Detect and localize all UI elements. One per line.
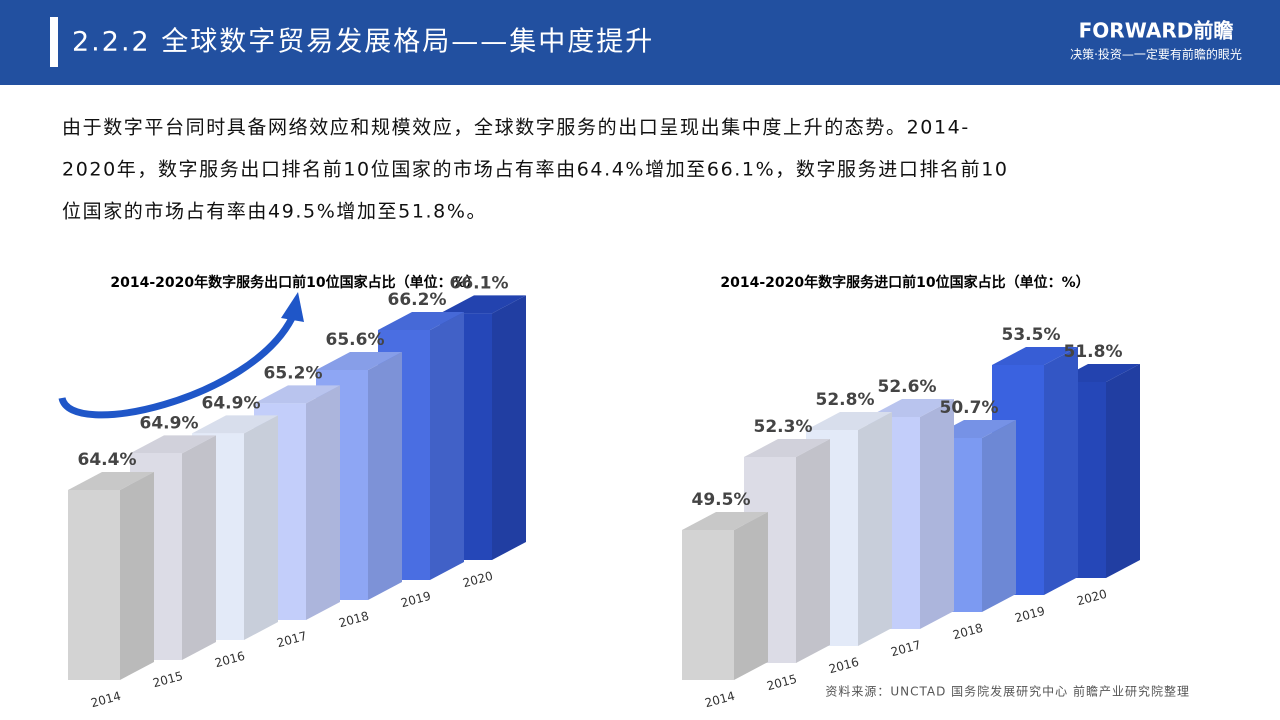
bar-side bbox=[368, 352, 402, 600]
bar bbox=[130, 435, 216, 660]
charts: 64.4% 2014 64.9% 2015 64.9% 2016 65.2% 2017 65.6… bbox=[68, 273, 1140, 710]
value-label: 52.3% bbox=[754, 417, 813, 437]
x-tick-label: 2018 bbox=[337, 609, 370, 630]
bar-side bbox=[120, 472, 154, 680]
bar-side bbox=[492, 295, 526, 560]
x-tick-label: 2016 bbox=[827, 655, 860, 676]
bar-side bbox=[858, 412, 892, 646]
value-label: 64.9% bbox=[140, 413, 199, 433]
bar bbox=[440, 295, 526, 560]
bar-side bbox=[244, 415, 278, 640]
chart-title: 2014-2020年数字服务进口前10位国家占比（单位：%） bbox=[720, 274, 1089, 291]
value-label: 52.6% bbox=[878, 377, 937, 397]
bar-top bbox=[682, 512, 768, 530]
body-line: 由于数字平台同时具备网络效应和规模效应，全球数字服务的出口呈现出集中度上升的态势… bbox=[62, 117, 970, 139]
x-tick-label: 2017 bbox=[889, 638, 922, 659]
bar-side bbox=[982, 420, 1016, 612]
header-accent bbox=[50, 17, 58, 67]
bar-top bbox=[254, 385, 340, 404]
value-label: 65.2% bbox=[264, 363, 323, 383]
value-label: 66.2% bbox=[388, 290, 447, 310]
value-label: 64.4% bbox=[78, 450, 137, 470]
x-tick-label: 2019 bbox=[399, 589, 432, 610]
bar-side bbox=[796, 439, 830, 663]
bar-side bbox=[734, 512, 768, 680]
bar-top bbox=[378, 312, 464, 330]
bar-side bbox=[306, 385, 340, 620]
body-line: 位国家的市场占有率由49.5%增加至51.8%。 bbox=[62, 201, 487, 223]
x-tick-label: 2020 bbox=[461, 569, 494, 590]
bar bbox=[744, 439, 830, 663]
value-label: 53.5% bbox=[1002, 325, 1061, 345]
value-label: 51.8% bbox=[1064, 342, 1123, 362]
bar-side bbox=[430, 312, 464, 580]
x-tick-label: 2019 bbox=[1013, 604, 1046, 625]
x-tick-label: 2016 bbox=[213, 649, 246, 670]
bar-side bbox=[182, 435, 216, 660]
value-label: 65.6% bbox=[326, 330, 385, 350]
value-label: 52.8% bbox=[816, 390, 875, 410]
value-label: 50.7% bbox=[940, 398, 999, 418]
bar-side bbox=[920, 399, 954, 629]
bar-top bbox=[744, 439, 830, 457]
logo: FORWARD前瞻 bbox=[1079, 19, 1234, 43]
bar-side bbox=[1044, 347, 1078, 595]
value-label: 66.1% bbox=[450, 273, 509, 293]
value-label: 49.5% bbox=[692, 490, 751, 510]
x-tick-label: 2017 bbox=[275, 629, 308, 650]
arrow-head bbox=[281, 292, 304, 322]
bar-top bbox=[68, 472, 154, 490]
x-tick-label: 2015 bbox=[151, 669, 184, 690]
x-tick-label: 2014 bbox=[703, 689, 736, 710]
slogan: 决策·投资—一定要有前瞻的眼光 bbox=[1070, 47, 1242, 62]
header-bar bbox=[0, 0, 1280, 85]
source: 资料来源：UNCTAD 国务院发展研究中心 前瞻产业研究院整理 bbox=[825, 684, 1190, 699]
body-line: 2020年，数字服务出口排名前10位国家的市场占有率由64.4%增加至66.1%… bbox=[62, 159, 1009, 181]
x-tick-label: 2020 bbox=[1075, 587, 1108, 608]
chart-title: 2014-2020年数字服务出口前10位国家占比（单位：%） bbox=[110, 274, 479, 291]
bar-top bbox=[316, 352, 402, 370]
header-title: 2.2.2 全球数字贸易发展格局——集中度提升 bbox=[72, 27, 654, 58]
bar-top bbox=[192, 415, 278, 434]
bar bbox=[682, 512, 768, 680]
bar-top bbox=[992, 347, 1078, 365]
bar bbox=[68, 472, 154, 680]
x-tick-label: 2014 bbox=[89, 689, 122, 710]
bar-top bbox=[130, 435, 216, 454]
x-tick-label: 2015 bbox=[765, 672, 798, 693]
bar-side bbox=[1106, 364, 1140, 578]
bar-front bbox=[68, 490, 120, 680]
trend-arrow bbox=[58, 316, 296, 419]
value-label: 64.9% bbox=[202, 393, 261, 413]
bar-top bbox=[806, 412, 892, 430]
x-tick-label: 2018 bbox=[951, 621, 984, 642]
bar-front bbox=[682, 530, 734, 680]
bar-top bbox=[440, 295, 526, 314]
